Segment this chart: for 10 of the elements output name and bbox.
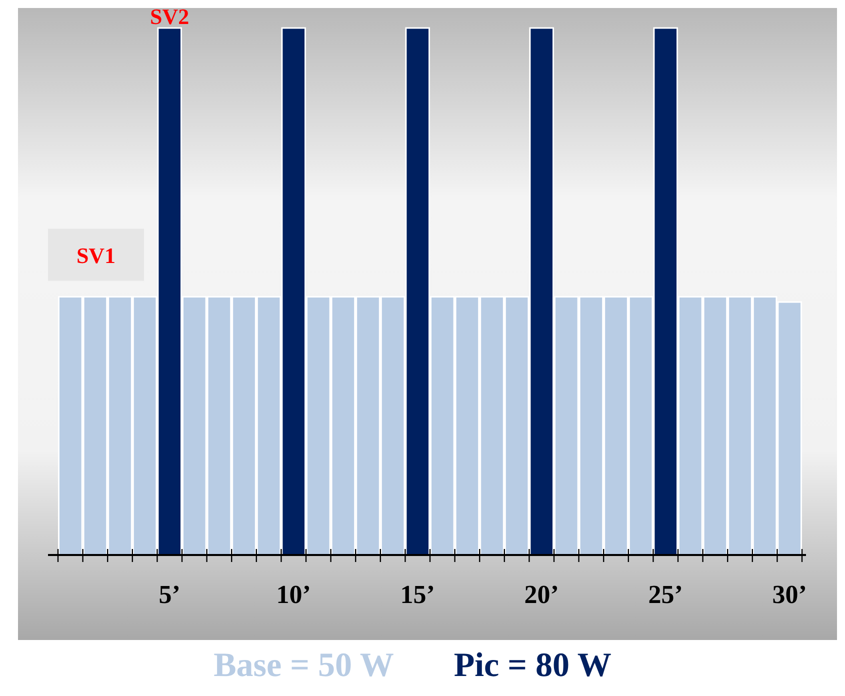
x-tick-label: 15’: [400, 580, 435, 609]
x-tick-label: 30’: [772, 580, 807, 609]
text: Pic = 80 W: [454, 647, 612, 684]
text: Base = 50 W: [214, 647, 394, 684]
x-tick-label: 20’: [524, 580, 559, 609]
x-tick-label: 10’: [276, 580, 311, 609]
x-tick-label: 5’: [158, 580, 180, 609]
annotation: SV2: [150, 4, 190, 29]
annotation: SV1: [76, 242, 116, 268]
x-tick-label: 25’: [648, 580, 683, 609]
